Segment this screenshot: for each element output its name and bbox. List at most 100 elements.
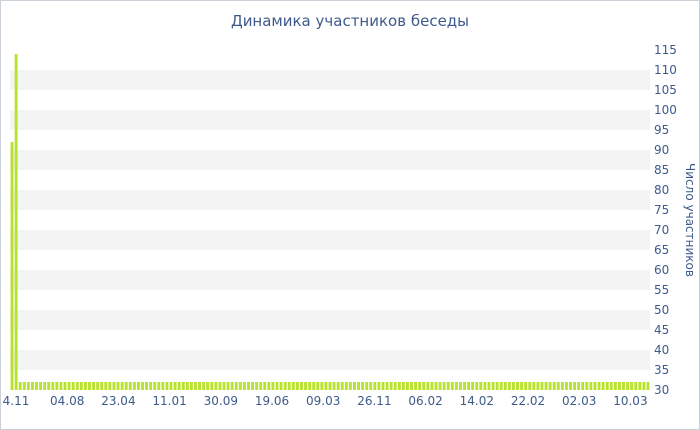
bar (430, 382, 434, 390)
bar (279, 382, 283, 390)
bar (556, 382, 560, 390)
bar (609, 382, 613, 390)
y-tick-label: 30 (654, 383, 669, 397)
bar (487, 382, 491, 390)
x-tick-label: 04.08 (50, 394, 84, 408)
bar (601, 382, 605, 390)
bar (365, 382, 369, 390)
y-tick-label: 80 (654, 183, 669, 197)
y-tick-label: 90 (654, 143, 669, 157)
bar (617, 382, 621, 390)
bar (35, 382, 38, 390)
bar (548, 382, 552, 390)
bar (43, 382, 47, 390)
bar (381, 382, 385, 390)
bar (316, 382, 320, 390)
y-tick-label: 100 (654, 103, 677, 117)
bar (18, 382, 22, 390)
y-tick-label: 95 (654, 123, 669, 137)
bar (304, 382, 307, 390)
bar (471, 382, 475, 390)
bar (210, 382, 214, 390)
y-tick-label: 85 (654, 163, 669, 177)
bar (410, 382, 413, 390)
bar (222, 382, 226, 390)
bar (226, 382, 230, 390)
bar (51, 382, 55, 390)
grid-band (10, 350, 650, 370)
bar (141, 382, 144, 390)
bar (426, 382, 430, 390)
bar (26, 382, 30, 390)
x-tick-label: 09.03 (306, 394, 340, 408)
bar (532, 382, 536, 390)
bar (275, 382, 279, 390)
bar (450, 382, 454, 390)
bar (267, 382, 271, 390)
bar (47, 382, 51, 390)
y-tick-label: 105 (654, 83, 677, 97)
chart-title: Динамика участников беседы (230, 12, 470, 30)
bar (422, 382, 426, 390)
bar (165, 382, 169, 390)
bar (185, 382, 189, 390)
bar (569, 382, 572, 390)
bar (30, 382, 34, 390)
bar (308, 382, 312, 390)
bar (75, 382, 79, 390)
bar (271, 382, 275, 390)
bar (434, 382, 438, 390)
x-tick-label: 30.09 (204, 394, 238, 408)
bar (336, 382, 340, 390)
bar (373, 382, 377, 390)
bar (577, 382, 581, 390)
bar (300, 382, 303, 390)
bar (283, 382, 287, 390)
bar (67, 382, 71, 390)
x-tick-labels: 4.11 04.08 23.04 11.01 30.09 19.06 09.03 26.11 0… (3, 394, 648, 408)
bar (181, 382, 185, 390)
bar (361, 382, 365, 390)
y-tick-label: 70 (654, 223, 669, 237)
bar (71, 382, 75, 390)
y-tick-label: 60 (654, 263, 669, 277)
bar (516, 382, 519, 390)
x-tick-label: 06.02 (408, 394, 442, 408)
bar (642, 382, 646, 390)
bar (418, 382, 422, 390)
bar (116, 382, 120, 390)
bar (630, 382, 634, 390)
bar (442, 382, 446, 390)
bar (259, 382, 263, 390)
bar (459, 382, 462, 390)
bar (124, 382, 128, 390)
bar (230, 382, 234, 390)
bar (263, 382, 267, 390)
bar (385, 382, 389, 390)
y-tick-label: 45 (654, 323, 669, 337)
x-tick-label: 19.06 (255, 394, 289, 408)
grid-band (10, 310, 650, 330)
bar (242, 382, 246, 390)
bar (83, 382, 87, 390)
grid-band (10, 270, 650, 290)
bar (136, 382, 140, 390)
bar (634, 382, 638, 390)
bar (499, 382, 503, 390)
bar (491, 382, 495, 390)
bar (206, 382, 210, 390)
bar (524, 382, 528, 390)
bar (463, 382, 466, 390)
bar (194, 382, 197, 390)
bar (483, 382, 487, 390)
bar (22, 382, 26, 390)
bar (503, 382, 507, 390)
bar (157, 382, 161, 390)
bar (552, 382, 556, 390)
bar (560, 382, 564, 390)
bar (438, 382, 442, 390)
bar (597, 382, 601, 390)
bar (128, 382, 132, 390)
y-tick-label: 75 (654, 203, 669, 217)
bar (255, 382, 259, 390)
